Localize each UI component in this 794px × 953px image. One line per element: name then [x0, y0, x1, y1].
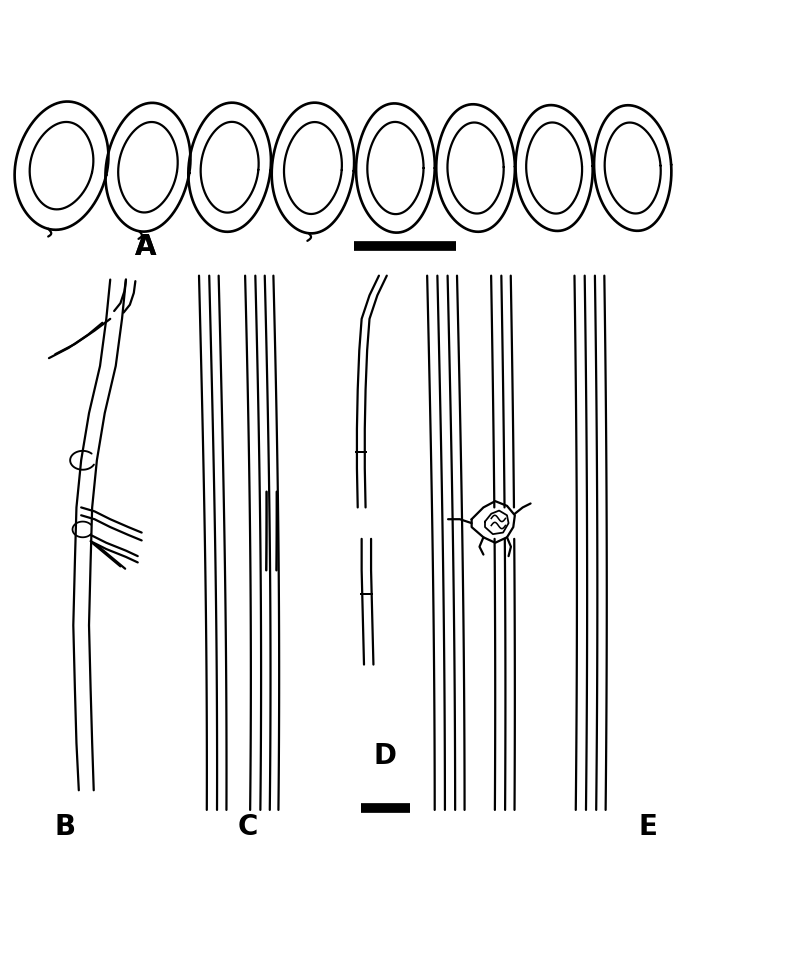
Text: A: A [135, 233, 156, 260]
Text: C: C [237, 812, 258, 840]
Text: E: E [639, 812, 658, 840]
Text: B: B [55, 812, 76, 840]
Text: A: A [135, 233, 156, 260]
Text: D: D [374, 741, 397, 769]
